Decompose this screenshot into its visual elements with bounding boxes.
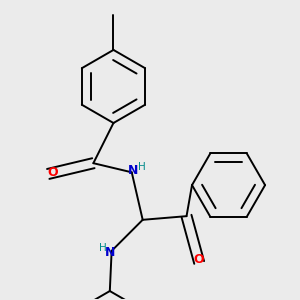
Text: H: H xyxy=(99,243,106,253)
Text: O: O xyxy=(194,253,204,266)
Text: N: N xyxy=(128,164,139,177)
Text: O: O xyxy=(47,166,58,179)
Text: H: H xyxy=(138,162,146,172)
Text: N: N xyxy=(105,246,116,259)
